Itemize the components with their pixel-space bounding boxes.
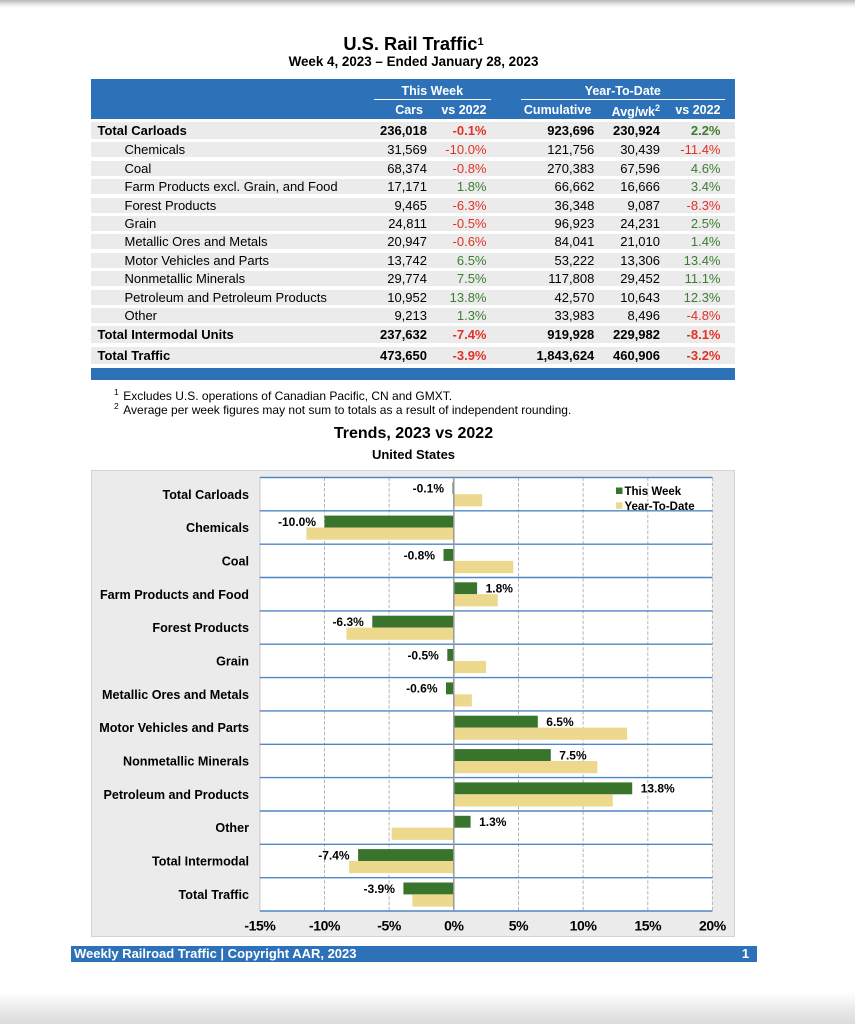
svg-text:15%: 15%	[634, 918, 662, 934]
svg-text:-6.3%: -6.3%	[332, 615, 364, 629]
svg-text:-3.9%: -3.9%	[364, 882, 396, 896]
svg-text:-0.1%: -0.1%	[413, 482, 445, 496]
svg-text:0%: 0%	[444, 918, 464, 934]
svg-text:Total Carloads: Total Carloads	[162, 488, 249, 502]
svg-text:13.8%: 13.8%	[641, 782, 675, 796]
svg-text:Coal: Coal	[222, 555, 249, 569]
svg-text:-10%: -10%	[309, 918, 341, 934]
svg-text:-0.8%: -0.8%	[404, 548, 436, 562]
svg-text:10%: 10%	[570, 918, 598, 934]
svg-text:1.8%: 1.8%	[486, 582, 514, 596]
svg-text:Motor Vehicles and Parts: Motor Vehicles and Parts	[99, 721, 249, 735]
svg-text:-10.0%: -10.0%	[278, 515, 316, 529]
svg-text:Metallic Ores and Metals: Metallic Ores and Metals	[102, 688, 249, 702]
svg-text:6.5%: 6.5%	[546, 715, 574, 729]
svg-text:1.3%: 1.3%	[479, 815, 507, 829]
svg-text:Farm Products and Food: Farm Products and Food	[100, 588, 249, 602]
svg-text:-7.4%: -7.4%	[318, 848, 350, 862]
svg-text:Chemicals: Chemicals	[186, 521, 249, 535]
svg-text:-15%: -15%	[244, 918, 276, 934]
svg-text:7.5%: 7.5%	[559, 748, 587, 762]
svg-text:5%: 5%	[509, 918, 529, 934]
svg-text:Petroleum and Products: Petroleum and Products	[103, 788, 249, 802]
svg-text:Total Intermodal: Total Intermodal	[152, 855, 249, 869]
svg-text:20%: 20%	[699, 918, 727, 934]
svg-text:Year-To-Date: Year-To-Date	[625, 501, 695, 513]
svg-text:-5%: -5%	[377, 918, 402, 934]
svg-text:Grain: Grain	[216, 655, 249, 669]
svg-text:Total Traffic: Total Traffic	[179, 888, 249, 902]
svg-text:Nonmetallic Minerals: Nonmetallic Minerals	[123, 755, 249, 769]
svg-text:This Week: This Week	[625, 486, 682, 498]
svg-text:-0.6%: -0.6%	[406, 682, 438, 696]
svg-text:Forest Products: Forest Products	[152, 621, 249, 635]
svg-text:-0.5%: -0.5%	[407, 648, 439, 662]
svg-text:Other: Other	[215, 821, 249, 835]
